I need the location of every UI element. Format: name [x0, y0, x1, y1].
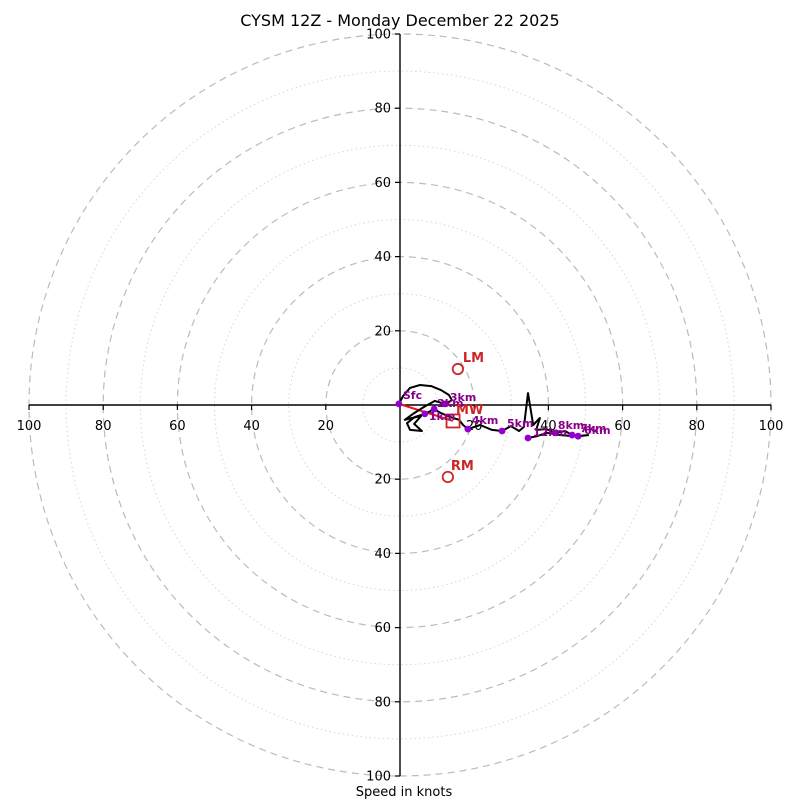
level-dot-1km [421, 410, 429, 418]
level-label-2km: 2km [437, 397, 463, 410]
chart-title: CYSM 12Z - Monday December 22 2025 [240, 11, 559, 30]
y-tick-label: 40 [374, 250, 391, 265]
x-tick-label: 100 [17, 419, 42, 434]
level-dot-2km [430, 405, 438, 413]
y-tick-label: 100 [366, 28, 391, 43]
y-tick-label: 80 [374, 695, 391, 710]
level-label-sfc: Sfc [403, 389, 422, 402]
storm-motion-markers [441, 362, 464, 484]
storm-marker-lm [451, 362, 464, 376]
level-dot-3km [441, 400, 449, 408]
level-dot-12km [524, 434, 532, 442]
level-label-5km: 5km [507, 417, 533, 430]
y-tick-label: 60 [374, 176, 391, 191]
level-label-4km: 4km [472, 414, 498, 427]
storm-label-lm: LM [463, 351, 484, 366]
y-tick-label: 100 [366, 770, 391, 785]
level-dot-8km [552, 429, 560, 437]
y-tick-label: 80 [374, 102, 391, 117]
x-tick-label: 80 [95, 419, 112, 434]
x-tick-label: 100 [759, 419, 784, 434]
level-label-7km: 7km [580, 422, 606, 435]
tick-labels: 2020202040404040606060608080808010010010… [17, 28, 784, 785]
level-label-12km: 12km [533, 426, 567, 439]
x-tick-label: 60 [169, 419, 186, 434]
x-tick-label: 60 [614, 419, 631, 434]
x-axis-title: Speed in knots [356, 785, 453, 800]
y-tick-label: 40 [374, 547, 391, 562]
level-label-8km: 8km [558, 419, 584, 432]
level-label-1km: 1km [429, 410, 455, 423]
level-dot-5km [498, 427, 506, 435]
x-tick-label: 20 [318, 419, 335, 434]
storm-marker-rm [441, 470, 454, 484]
x-tick-label: 40 [243, 419, 260, 434]
x-tick-label: 80 [689, 419, 706, 434]
level-dot-7km [574, 432, 582, 440]
y-tick-label: 20 [374, 324, 391, 339]
level-label-6km: 6km [584, 424, 610, 437]
storm-label-rm: RM [451, 459, 474, 474]
level-dot-4km [464, 425, 472, 433]
storm-marker-mw [445, 413, 461, 429]
y-tick-label: 20 [374, 473, 391, 488]
level-dots [395, 400, 582, 442]
level-dot-sfc [395, 400, 403, 408]
storm-label-mw: MW [456, 403, 483, 418]
y-tick-label: 60 [374, 621, 391, 636]
level-label-3km: 3km [450, 391, 476, 404]
level-dot-6km [568, 431, 576, 439]
